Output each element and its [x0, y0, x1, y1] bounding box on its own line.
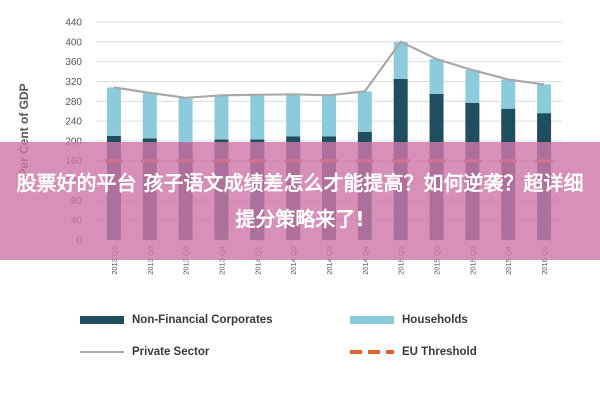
y-tick-label: 400 — [65, 37, 82, 48]
bar-households — [286, 94, 301, 137]
y-tick-label: 200 — [65, 136, 82, 147]
legend-label-households: Households — [402, 314, 468, 326]
x-tick-label: 2015 Q4 — [504, 246, 513, 275]
bar-households — [537, 84, 552, 114]
x-tick-label: 2014 Q4 — [361, 246, 370, 275]
x-tick-label: 2014 Q1 — [253, 246, 262, 275]
private-sector-line-group — [113, 40, 545, 99]
bar-households — [178, 97, 193, 143]
x-tick-label: 2013 Q3 — [182, 246, 191, 275]
y-tick-label: 280 — [65, 97, 82, 108]
overlay-banner: 股票好的平台 孩子语文成绩差怎么才能提高？如何逆袭？超详细提分策略来了! — [0, 142, 600, 260]
legend: Non-Financial Corporates Households Priv… — [80, 308, 550, 372]
x-tick-label: 2013 Q4 — [217, 246, 226, 275]
bar-households — [465, 70, 480, 103]
x-tick-label: 2013 Q2 — [146, 246, 155, 275]
bar-households — [393, 41, 408, 79]
legend-item-households: Households — [350, 314, 468, 326]
banner-text: 股票好的平台 孩子语文成绩差怎么才能提高？如何逆袭？超详细提分策略来了! — [16, 171, 584, 231]
legend-label-eu-threshold: EU Threshold — [402, 346, 477, 358]
legend-item-corporates: Non-Financial Corporates — [80, 314, 273, 326]
y-tick-label: 360 — [65, 57, 82, 68]
legend-item-eu-threshold: EU Threshold — [350, 346, 477, 358]
bar-households — [214, 95, 229, 140]
x-tick-labels: 2013 Q1 2013 Q2 2013 Q3 2013 Q4 2014 Q1 2014 … — [110, 246, 549, 275]
y-tick-label: 240 — [65, 117, 82, 128]
bar-households — [142, 92, 157, 139]
legend-swatch-corporates — [80, 316, 124, 324]
legend-swatch-private-sector — [80, 351, 124, 353]
legend-swatch-eu-threshold — [350, 350, 394, 354]
y-tick-label: 440 — [65, 18, 82, 29]
x-tick-label: 2015 Q1 — [397, 246, 406, 275]
bar-households — [106, 87, 121, 136]
bar-households — [357, 91, 372, 132]
legend-label-corporates: Non-Financial Corporates — [132, 314, 273, 326]
x-tick-label: 2015 Q3 — [468, 246, 477, 275]
bar-households — [501, 79, 516, 109]
private-sector-line — [113, 40, 545, 99]
legend-item-private-sector: Private Sector — [80, 346, 209, 358]
x-tick-label: 2014 Q2 — [289, 246, 298, 275]
y-tick-label: 320 — [65, 77, 82, 88]
x-tick-label: 2013 Q1 — [110, 246, 119, 275]
x-tick-label: 2016 Q1 — [540, 246, 549, 275]
bar-households — [429, 59, 444, 94]
x-tick-label: 2014 Q3 — [325, 246, 334, 275]
bar-households — [250, 94, 265, 140]
legend-label-private-sector: Private Sector — [132, 346, 210, 358]
legend-swatch-households — [350, 316, 394, 324]
x-tick-label: 2015 Q2 — [433, 246, 442, 275]
bar-households — [322, 95, 336, 137]
